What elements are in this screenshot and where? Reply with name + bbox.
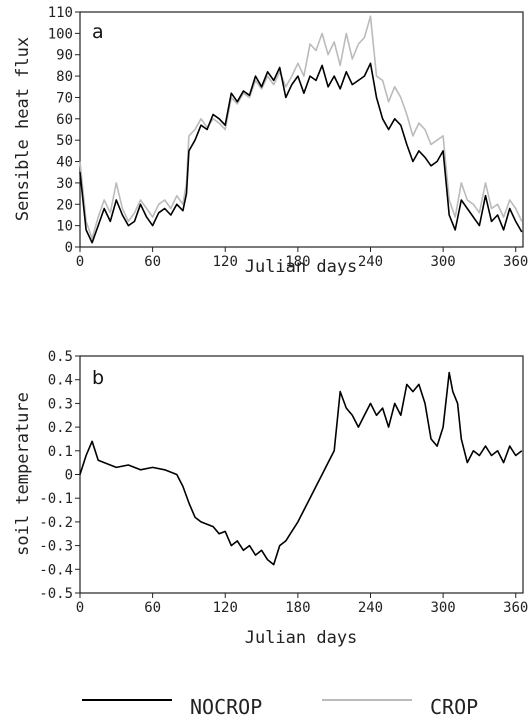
panel-b-x-axis-title: Julian days [245, 628, 358, 648]
x-tick-label: 0 [76, 600, 84, 616]
panel-b-chart: b -0.5 -0.4 -0.3 -0.2 -0.1 0 0.1 0.2 0.3 0.4 0.5 0… [13, 349, 528, 648]
panel-a-series [79, 15, 523, 244]
panel-b-frame [79, 355, 524, 594]
panel-a-label: a [92, 21, 104, 43]
x-tick-label: 180 [285, 600, 310, 616]
y-tick-label: 110 [48, 5, 73, 21]
y-tick-label: -0.4 [39, 562, 73, 578]
y-tick-label: 80 [56, 69, 73, 85]
y-tick-label: 10 [56, 219, 73, 235]
y-tick-label: 0 [65, 468, 73, 484]
series-line-nocrop [79, 62, 523, 244]
y-tick-label: 20 [56, 197, 73, 213]
x-tick-label: 60 [144, 254, 161, 270]
panel-a-y-axis-title: Sensible heat flux [13, 37, 33, 221]
panel-b-x-ticks: 0 60 120 180 240 300 360 [76, 593, 528, 616]
panel-a-x-ticks: 0 60 120 180 240 300 360 [76, 247, 528, 270]
y-tick-label: 0.1 [48, 444, 73, 460]
y-tick-label: 100 [48, 26, 73, 42]
y-tick-label: 40 [56, 155, 73, 171]
panel-b-label: b [92, 367, 104, 389]
y-tick-label: 70 [56, 90, 73, 106]
y-tick-label: -0.5 [39, 586, 73, 602]
y-tick-label: 60 [56, 112, 73, 128]
legend-nocrop-label: NOCROP [190, 695, 262, 719]
series-line-nocrop [79, 371, 523, 566]
y-tick-label: 0.4 [48, 373, 73, 389]
legend-crop-label: CROP [430, 695, 478, 719]
x-tick-label: 300 [430, 254, 455, 270]
legend: NOCROP CROP [82, 695, 478, 719]
y-tick-label: 0.3 [48, 396, 73, 412]
x-tick-label: 120 [213, 600, 238, 616]
x-tick-label: 240 [358, 254, 383, 270]
panel-a-x-axis-title: Julian days [245, 257, 358, 277]
y-tick-label: 30 [56, 176, 73, 192]
x-tick-label: 300 [430, 600, 455, 616]
panel-a-y-ticks: 0 10 20 30 40 50 60 70 80 90 100 110 [48, 5, 80, 256]
x-tick-label: 360 [503, 254, 528, 270]
y-tick-label: 50 [56, 133, 73, 149]
y-tick-label: 90 [56, 48, 73, 64]
y-tick-label: -0.2 [39, 515, 73, 531]
panel-a-frame [79, 11, 524, 248]
y-tick-label: -0.3 [39, 539, 73, 555]
series-line-crop [79, 15, 523, 240]
panel-b-series [79, 371, 523, 566]
x-tick-label: 120 [213, 254, 238, 270]
x-tick-label: 0 [76, 254, 84, 270]
y-tick-label: -0.1 [39, 491, 73, 507]
x-tick-label: 360 [503, 600, 528, 616]
x-tick-label: 240 [358, 600, 383, 616]
y-tick-label: 0 [65, 240, 73, 256]
panel-b-y-ticks: -0.5 -0.4 -0.3 -0.2 -0.1 0 0.1 0.2 0.3 0.4 0.5 [39, 349, 80, 602]
panel-a-chart: a 0 10 20 30 40 50 60 70 80 90 100 110 0 60 120 180 240… [13, 5, 528, 277]
panel-b-y-axis-title: soil temperature [13, 392, 33, 556]
x-tick-label: 180 [285, 254, 310, 270]
x-tick-label: 60 [144, 600, 161, 616]
y-tick-label: 0.2 [48, 420, 73, 436]
y-tick-label: 0.5 [48, 349, 73, 365]
